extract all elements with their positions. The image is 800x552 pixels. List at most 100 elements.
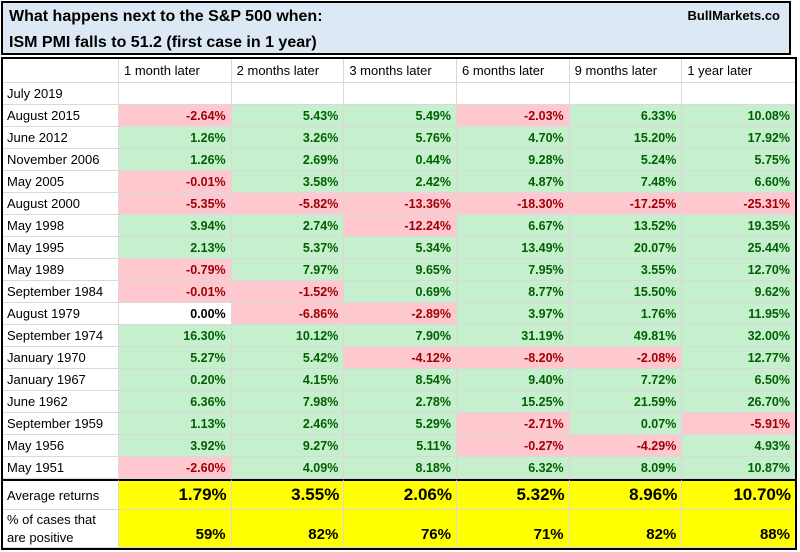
row-label: July 2019: [3, 83, 119, 105]
return-cell: -2.71%: [456, 413, 570, 435]
return-cell: 4.87%: [456, 171, 570, 193]
return-cell: 9.65%: [344, 259, 457, 281]
return-cell: 8.18%: [344, 457, 457, 479]
row-label: September 1974: [3, 325, 119, 347]
row-label: May 1995: [3, 237, 119, 259]
return-cell: 7.97%: [231, 259, 345, 281]
return-cell: 5.37%: [231, 237, 345, 259]
return-cell: 21.59%: [569, 391, 683, 413]
return-cell: 0.44%: [344, 149, 457, 171]
return-cell: 10.12%: [231, 325, 345, 347]
title-line-1: What happens next to the S&P 500 when:: [9, 8, 323, 25]
return-cell: 5.34%: [344, 237, 457, 259]
return-cell: 7.98%: [231, 391, 345, 413]
return-cell: 1.26%: [119, 149, 232, 171]
row-label: May 1989: [3, 259, 119, 281]
return-cell: 15.25%: [456, 391, 570, 413]
return-cell: [119, 83, 232, 105]
return-cell: -2.89%: [344, 303, 457, 325]
return-cell: 4.15%: [231, 369, 345, 391]
return-cell: 7.90%: [344, 325, 457, 347]
average-value-cell: 10.70%: [682, 479, 795, 510]
return-cell: 12.70%: [682, 259, 795, 281]
return-cell: 9.27%: [231, 435, 345, 457]
average-value-cell: 1.79%: [119, 479, 232, 510]
return-cell: 2.42%: [344, 171, 457, 193]
percent-positive-row-label: % of cases that are positive: [3, 510, 119, 548]
return-cell: 32.00%: [682, 325, 795, 347]
return-cell: 6.67%: [456, 215, 570, 237]
return-cell: 0.00%: [119, 303, 232, 325]
return-cell: 3.26%: [231, 127, 345, 149]
row-label: May 2005: [3, 171, 119, 193]
return-cell: 13.49%: [456, 237, 570, 259]
percent-positive-cell: 82%: [231, 510, 345, 548]
return-cell: -2.03%: [456, 105, 570, 127]
return-cell: 2.13%: [119, 237, 232, 259]
row-label: June 1962: [3, 391, 119, 413]
return-cell: -5.35%: [119, 193, 232, 215]
average-value-cell: 3.55%: [231, 479, 345, 510]
return-cell: 6.33%: [569, 105, 683, 127]
return-cell: -0.01%: [119, 281, 232, 303]
return-cell: 15.20%: [569, 127, 683, 149]
return-cell: 12.77%: [682, 347, 795, 369]
return-cell: 7.48%: [569, 171, 683, 193]
return-cell: 3.97%: [456, 303, 570, 325]
return-cell: 3.58%: [231, 171, 345, 193]
column-header: 3 months later: [344, 59, 457, 83]
return-cell: 5.11%: [344, 435, 457, 457]
return-cell: -18.30%: [456, 193, 570, 215]
return-cell: -8.20%: [456, 347, 570, 369]
return-cell: 1.13%: [119, 413, 232, 435]
return-cell: 1.76%: [569, 303, 683, 325]
return-cell: 8.54%: [344, 369, 457, 391]
return-cell: 6.50%: [682, 369, 795, 391]
percent-positive-cell: 71%: [456, 510, 570, 548]
return-cell: 15.50%: [569, 281, 683, 303]
title-box: What happens next to the S&P 500 when: I…: [1, 1, 791, 55]
return-cell: 8.77%: [456, 281, 570, 303]
return-cell: [456, 83, 570, 105]
return-cell: -0.79%: [119, 259, 232, 281]
column-header: 9 months later: [569, 59, 683, 83]
return-cell: [231, 83, 345, 105]
return-cell: -6.86%: [231, 303, 345, 325]
row-label: November 2006: [3, 149, 119, 171]
return-cell: 9.28%: [456, 149, 570, 171]
return-cell: -1.52%: [231, 281, 345, 303]
return-cell: -17.25%: [569, 193, 683, 215]
return-cell: 2.78%: [344, 391, 457, 413]
return-cell: 2.46%: [231, 413, 345, 435]
return-cell: -2.08%: [569, 347, 683, 369]
return-cell: 49.81%: [569, 325, 683, 347]
row-label: May 1951: [3, 457, 119, 479]
return-cell: [569, 83, 683, 105]
percent-positive-cell: 59%: [119, 510, 232, 548]
return-cell: 13.52%: [569, 215, 683, 237]
return-cell: 5.24%: [569, 149, 683, 171]
return-cell: -0.01%: [119, 171, 232, 193]
corner-cell: [3, 59, 119, 83]
return-cell: 5.49%: [344, 105, 457, 127]
return-cell: 3.55%: [569, 259, 683, 281]
return-cell: 25.44%: [682, 237, 795, 259]
return-cell: 3.92%: [119, 435, 232, 457]
average-value-cell: 2.06%: [344, 479, 457, 510]
average-value-cell: 5.32%: [456, 479, 570, 510]
return-cell: 0.20%: [119, 369, 232, 391]
return-cell: 3.94%: [119, 215, 232, 237]
return-cell: -5.82%: [231, 193, 345, 215]
column-header: 1 year later: [682, 59, 795, 83]
return-cell: -12.24%: [344, 215, 457, 237]
return-cell: 26.70%: [682, 391, 795, 413]
return-cell: 7.72%: [569, 369, 683, 391]
row-label: September 1984: [3, 281, 119, 303]
return-cell: 0.69%: [344, 281, 457, 303]
row-label: January 1967: [3, 369, 119, 391]
return-cell: 19.35%: [682, 215, 795, 237]
row-label: August 2000: [3, 193, 119, 215]
column-header: 1 month later: [119, 59, 232, 83]
return-cell: 2.69%: [231, 149, 345, 171]
percent-positive-cell: 88%: [682, 510, 795, 548]
